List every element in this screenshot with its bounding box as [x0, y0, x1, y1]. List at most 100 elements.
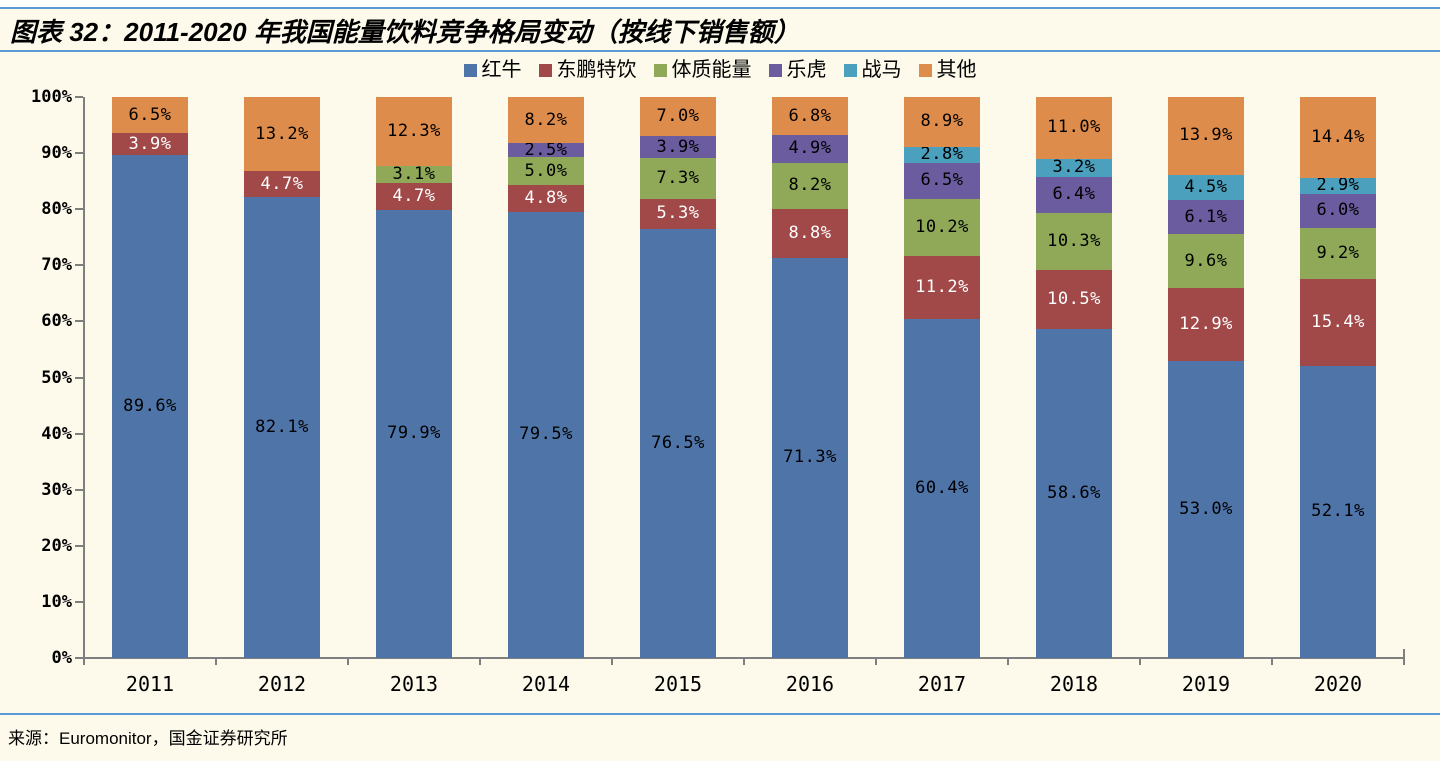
x-tick-label: 2019 — [1181, 672, 1231, 696]
bar-segment: 60.4% — [904, 319, 980, 658]
legend-item-label: 其他 — [936, 59, 977, 81]
bar-segment: 79.5% — [508, 212, 584, 658]
legend-item-label: 战马 — [861, 59, 902, 81]
bar-segment-value-label: 9.2% — [1316, 243, 1360, 263]
x-tick-label: 2018 — [1049, 672, 1099, 696]
x-tick — [1007, 659, 1009, 665]
legend-item: 红牛 — [463, 60, 522, 80]
footer-rule — [0, 713, 1440, 715]
bar-segment-value-label: 7.3% — [656, 168, 700, 189]
legend-swatch — [918, 63, 932, 77]
legend-swatch — [653, 63, 667, 77]
bar-segment: 79.9% — [376, 209, 452, 658]
x-tick — [1139, 659, 1141, 665]
y-tick-label: 30% — [41, 479, 72, 500]
bar-segment: 53.0% — [1168, 360, 1244, 658]
bar-segment-value-label: 15.4% — [1311, 312, 1365, 332]
bar-segment: 7.0% — [640, 97, 716, 137]
bar-segment-value-label: 6.5% — [920, 170, 964, 191]
bar-segment-value-label: 4.7% — [260, 173, 304, 194]
bar-segment-value-label: 8.9% — [920, 111, 964, 132]
bar-segment: 3.1% — [376, 166, 452, 184]
chart-legend: 红牛 东鹏特饮 体质能量 乐虎 战马 其他 — [0, 60, 1440, 80]
bar-segment-value-label: 3.9% — [656, 136, 700, 157]
bar-segment: 15.4% — [1300, 279, 1376, 366]
x-tick — [743, 659, 745, 665]
bar-segment: 3.9% — [640, 136, 716, 159]
legend-swatch — [538, 63, 552, 77]
bar-segment: 4.7% — [244, 171, 320, 198]
y-tick-label: 20% — [41, 535, 72, 556]
x-tick — [347, 659, 349, 665]
bar-segment: 4.7% — [376, 183, 452, 210]
bar-segment-value-label: 8.2% — [524, 109, 568, 130]
bar-segment-value-label: 10.2% — [915, 217, 969, 238]
bar-segment: 8.8% — [772, 208, 848, 258]
legend-swatch — [843, 63, 857, 77]
bar-segment-value-label: 11.2% — [915, 277, 969, 298]
y-tick-label: 90% — [41, 143, 72, 164]
bar-segment: 4.5% — [1168, 174, 1244, 201]
bar-segment: 3.2% — [1036, 159, 1112, 177]
y-tick — [75, 264, 83, 267]
bar-segment-value-label: 10.3% — [1047, 230, 1101, 251]
bar-segment-value-label: 89.6% — [123, 396, 177, 417]
x-tick-label: 2011 — [125, 672, 175, 696]
bar-segment: 2.9% — [1300, 175, 1376, 196]
bar-segment: 5.0% — [508, 157, 584, 186]
bar-segment: 10.2% — [904, 199, 980, 257]
bar-segment-value-label: 2.5% — [524, 139, 568, 160]
y-tick-label: 70% — [41, 255, 72, 276]
bar-segment: 82.1% — [244, 197, 320, 658]
bar-segment: 12.3% — [376, 97, 452, 166]
bar-segment-value-label: 82.1% — [255, 417, 309, 438]
title-bottom-rule — [0, 50, 1440, 52]
bar-segment: 8.2% — [508, 97, 584, 143]
bar-segment: 2.5% — [508, 139, 584, 160]
bar-segment-value-label: 6.1% — [1184, 206, 1228, 227]
x-tick-label: 2013 — [389, 672, 439, 696]
bar-segment-value-label: 4.5% — [1184, 177, 1228, 198]
bar-segment: 8.9% — [904, 97, 980, 147]
bar-segment: 9.2% — [1300, 227, 1376, 280]
y-tick — [75, 600, 83, 603]
bar-segment: 3.9% — [112, 133, 188, 156]
x-tick-label: 2016 — [785, 672, 835, 696]
bar-segment: 6.4% — [1036, 176, 1112, 213]
bar-segment: 4.8% — [508, 185, 584, 212]
bar-segment-value-label: 8.8% — [788, 222, 832, 243]
legend-item: 乐虎 — [768, 60, 827, 80]
bar-segment-value-label: 12.9% — [1179, 313, 1233, 334]
x-tick-label: 2012 — [257, 672, 307, 696]
y-tick — [75, 432, 83, 435]
y-tick-label: 0% — [51, 648, 72, 668]
y-tick-label: 100% — [31, 87, 72, 107]
y-tick-label: 40% — [41, 423, 72, 444]
bar-segment-value-label: 79.5% — [519, 424, 573, 445]
bar-segment: 58.6% — [1036, 329, 1112, 658]
figure-title: 图表 32：2011-2020 年我国能量饮料竞争格局变动（按线下销售额） — [10, 17, 800, 47]
y-tick — [75, 208, 83, 211]
legend-swatch — [463, 63, 477, 77]
bar-segment-value-label: 5.3% — [656, 203, 700, 224]
bar-segment: 9.6% — [1168, 234, 1244, 289]
bar-segment: 13.2% — [244, 97, 320, 172]
x-tick — [215, 659, 217, 665]
bar-segment: 10.3% — [1036, 212, 1112, 271]
legend-item: 战马 — [843, 59, 902, 81]
title-top-rule — [0, 7, 1440, 9]
bar-segment-value-label: 4.8% — [524, 188, 568, 209]
y-tick — [75, 657, 83, 659]
y-tick — [75, 544, 83, 547]
x-tick-label: 2015 — [653, 672, 703, 696]
bar-segment-value-label: 14.4% — [1311, 126, 1365, 147]
y-tick — [75, 376, 83, 379]
y-tick-label: 50% — [41, 367, 72, 388]
y-tick — [75, 96, 83, 98]
bar-segment-value-label: 5.0% — [524, 160, 568, 181]
bar-segment-value-label: 6.8% — [788, 105, 832, 126]
x-tick — [875, 659, 877, 665]
bar-segment-value-label: 2.9% — [1316, 175, 1360, 196]
bar-segment: 71.3% — [772, 258, 848, 658]
